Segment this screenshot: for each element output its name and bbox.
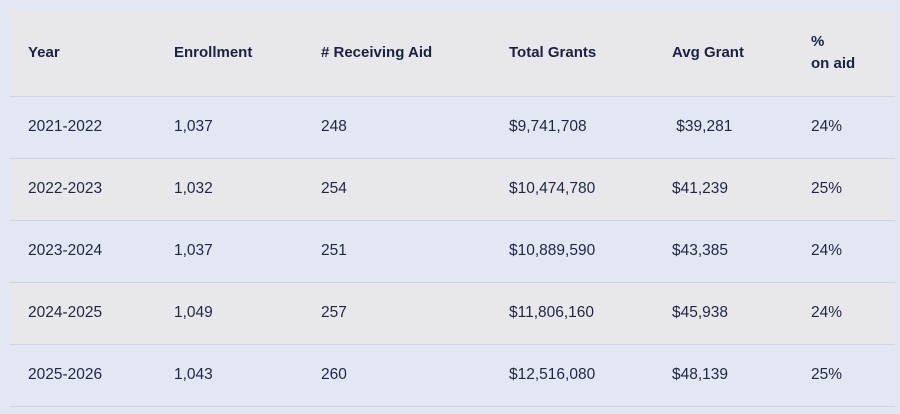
header-pct-symbol: % bbox=[811, 32, 825, 50]
cell-avg-grant: $45,938 bbox=[672, 304, 729, 321]
header-pct-on-aid: % on aid bbox=[793, 10, 895, 96]
cell-avg-grant: $39,281 bbox=[672, 118, 733, 135]
cell-enrollment: 1,037 bbox=[174, 242, 213, 259]
header-row: Year Enrollment # Receiving Aid Total Gr… bbox=[10, 10, 895, 96]
cell-enrollment: 1,043 bbox=[174, 366, 213, 383]
cell-year: 2023-2024 bbox=[28, 242, 103, 259]
cell-enrollment: 1,049 bbox=[174, 304, 213, 321]
cell-receiving-aid: 257 bbox=[321, 304, 347, 321]
cell-receiving-aid: 251 bbox=[321, 242, 347, 259]
table-row: 2025-2026 1,043 260 $12,516,080 $48,139 … bbox=[10, 344, 895, 406]
cell-avg-grant: $48,139 bbox=[672, 366, 729, 383]
cell-pct-on-aid: 24% bbox=[811, 242, 843, 259]
cell-total-grants: $10,889,590 bbox=[509, 242, 596, 259]
cell-receiving-aid: 260 bbox=[321, 366, 347, 383]
cell-year: 2024-2025 bbox=[28, 304, 103, 321]
header-year: Year bbox=[28, 43, 60, 61]
cell-enrollment: 1,037 bbox=[174, 118, 213, 135]
header-avg-grant: Avg Grant bbox=[672, 43, 744, 61]
cell-total-grants: $10,474,780 bbox=[509, 180, 596, 197]
cell-pct-on-aid: 25% bbox=[811, 366, 843, 383]
header-pct-label: on aid bbox=[811, 54, 856, 72]
cell-pct-on-aid: 25% bbox=[811, 180, 843, 197]
cell-total-grants: $11,806,160 bbox=[509, 304, 595, 321]
cell-pct-on-aid: 24% bbox=[811, 118, 843, 135]
cell-avg-grant: $41,239 bbox=[672, 180, 729, 197]
table-row: 2022-2023 1,032 254 $10,474,780 $41,239 … bbox=[10, 158, 895, 220]
header-enrollment: Enrollment bbox=[174, 43, 253, 61]
table-header: Year Enrollment # Receiving Aid Total Gr… bbox=[10, 10, 895, 96]
cell-receiving-aid: 248 bbox=[321, 118, 347, 135]
table-row: 2024-2025 1,049 257 $11,806,160 $45,938 … bbox=[10, 282, 895, 344]
financial-aid-table: Year Enrollment # Receiving Aid Total Gr… bbox=[10, 10, 895, 407]
cell-enrollment: 1,032 bbox=[174, 180, 213, 197]
cell-receiving-aid: 254 bbox=[321, 180, 347, 197]
cell-year: 2025-2026 bbox=[28, 366, 103, 383]
table-row: 2021-2022 1,037 248 $9,741,708 $39,281 2… bbox=[10, 96, 895, 158]
cell-total-grants: $9,741,708 bbox=[509, 118, 587, 135]
table-row: 2023-2024 1,037 251 $10,889,590 $43,385 … bbox=[10, 220, 895, 282]
table-body: 2021-2022 1,037 248 $9,741,708 $39,281 2… bbox=[10, 96, 895, 406]
cell-avg-grant: $43,385 bbox=[672, 242, 729, 259]
cell-pct-on-aid: 24% bbox=[811, 304, 843, 321]
header-total-grants: Total Grants bbox=[509, 43, 597, 61]
header-receiving-aid: # Receiving Aid bbox=[321, 43, 433, 61]
cell-total-grants: $12,516,080 bbox=[509, 366, 596, 383]
cell-year: 2022-2023 bbox=[28, 180, 103, 197]
financial-aid-table-container: Year Enrollment # Receiving Aid Total Gr… bbox=[10, 10, 895, 407]
cell-year: 2021-2022 bbox=[28, 118, 103, 135]
